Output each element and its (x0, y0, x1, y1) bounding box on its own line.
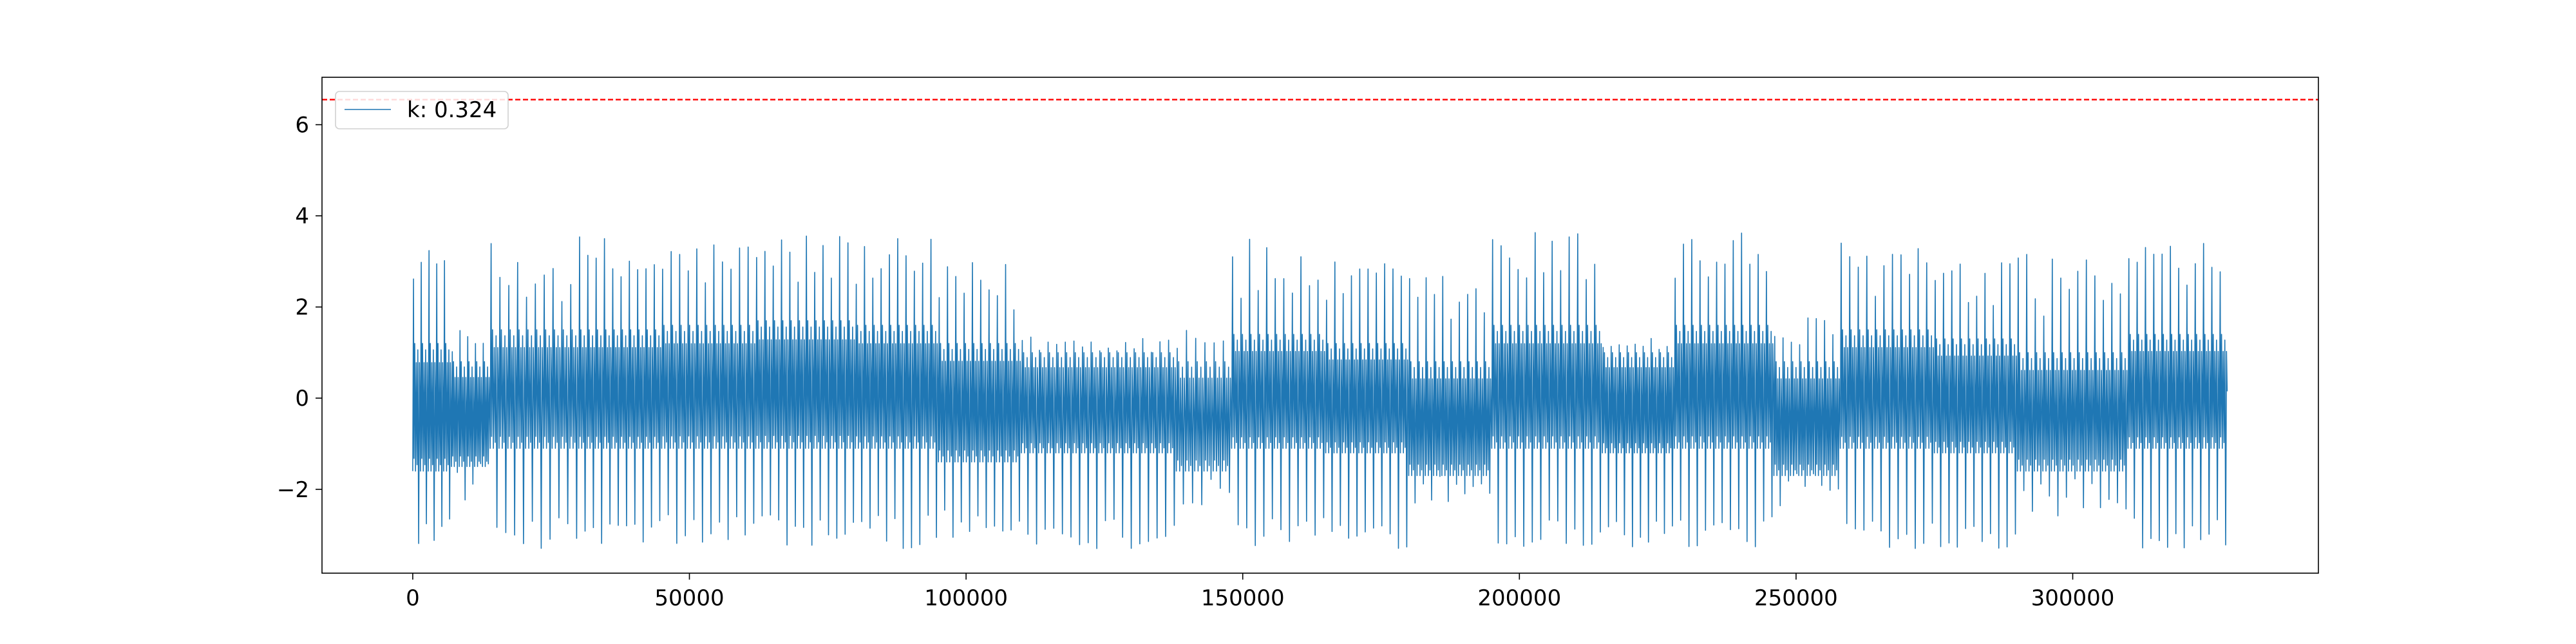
legend-box (335, 91, 509, 129)
y-axis: −2 0 2 4 6 (277, 113, 322, 503)
x-tick-label-3: 150000 (1201, 585, 1285, 611)
x-axis: 0 50000 100000 150000 200000 250000 300000 (406, 573, 2114, 611)
y-tick-label-2: 2 (295, 295, 309, 321)
axes-frame (321, 77, 2319, 574)
y-tick-label-1: 0 (295, 386, 309, 412)
x-tick-label-2: 100000 (924, 585, 1008, 611)
x-tick-label-5: 250000 (1754, 585, 1838, 611)
x-tick-label-4: 200000 (1477, 585, 1561, 611)
plot-area (412, 232, 2228, 549)
y-tick-label-4: 6 (295, 113, 309, 138)
series-line-0 (412, 232, 2228, 549)
legend-label-0: k: 0.324 (407, 97, 497, 123)
x-tick-label-1: 50000 (654, 585, 724, 611)
x-tick-label-0: 0 (406, 585, 420, 611)
x-tick-label-6: 300000 (2031, 585, 2115, 611)
legend: k: 0.324 (335, 91, 509, 129)
y-tick-label-0: −2 (277, 477, 309, 503)
y-tick-label-3: 4 (295, 204, 309, 229)
